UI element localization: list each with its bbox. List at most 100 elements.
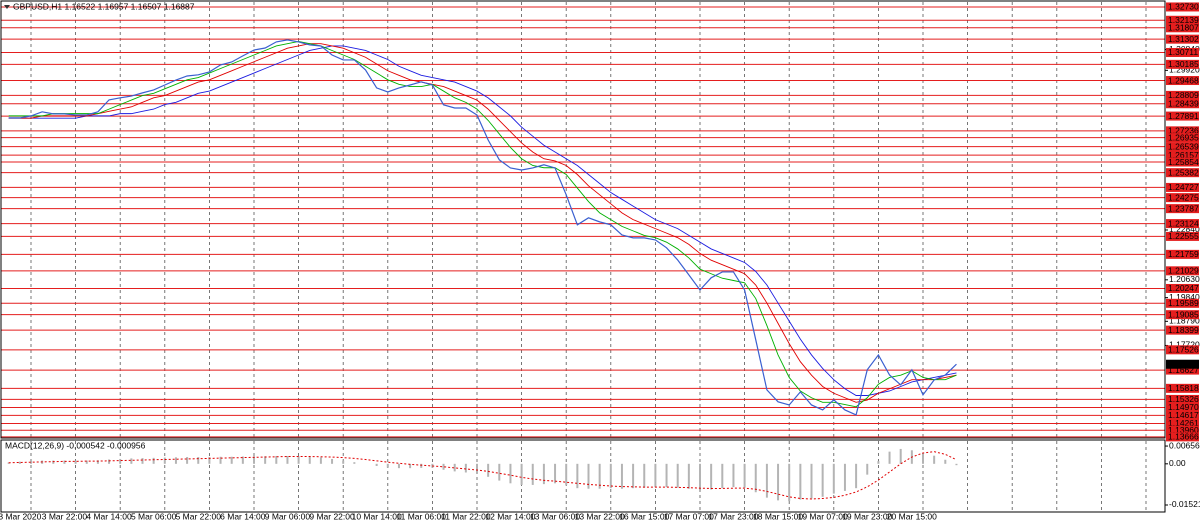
level-label: 1.21029 xyxy=(1168,266,1199,276)
level-tag xyxy=(1166,402,1199,412)
y-tick-label: -0.015213 xyxy=(1169,499,1200,509)
level-tag xyxy=(1166,126,1199,136)
level-tag xyxy=(1166,394,1199,404)
level-tag xyxy=(1166,15,1199,25)
x-tick-label: 12 Mar 14:00 xyxy=(485,511,535,521)
x-tick-label: 6 Mar 14:00 xyxy=(220,511,266,521)
level-label: 1.31302 xyxy=(1168,34,1199,44)
level-tag xyxy=(1166,283,1199,293)
x-tick-label: 11 Mar 06:00 xyxy=(397,511,447,521)
macd-signal xyxy=(8,451,957,500)
y-tick-label: 1.18790 xyxy=(1169,316,1200,326)
price-panel-border xyxy=(0,0,1166,439)
x-tick-label: 13 Mar 06:00 xyxy=(530,511,580,521)
level-label: 1.23124 xyxy=(1168,218,1199,228)
x-tick-label: 9 Mar 06:00 xyxy=(265,511,311,521)
series-line xyxy=(8,45,957,396)
level-tag xyxy=(1166,76,1199,86)
y-tick-label: 1.17720 xyxy=(1169,340,1200,350)
series-line xyxy=(8,41,957,408)
level-label: 1.32730 xyxy=(1168,2,1199,12)
level-tag xyxy=(1166,142,1199,152)
level-tag xyxy=(1166,204,1199,214)
level-label: 1.24727 xyxy=(1168,182,1199,192)
x-tick-label: 10 Mar 14:00 xyxy=(352,511,402,521)
x-tick-label: 18 Mar 15:00 xyxy=(753,511,803,521)
level-label: 1.17526 xyxy=(1168,345,1199,355)
series-line xyxy=(8,43,957,403)
level-tag xyxy=(1166,111,1199,121)
level-label: 1.26157 xyxy=(1168,150,1199,160)
level-tag xyxy=(1166,47,1199,57)
level-tag xyxy=(1166,365,1199,375)
level-label: 1.28809 xyxy=(1168,90,1199,100)
y-tick-label: 1.19840 xyxy=(1169,292,1200,302)
level-label: 1.22555 xyxy=(1168,231,1199,241)
x-tick-label: 19 Mar 07:00 xyxy=(798,511,848,521)
level-tag xyxy=(1166,298,1199,308)
level-tag xyxy=(1166,231,1199,241)
level-tag xyxy=(1166,2,1199,12)
level-tag xyxy=(1166,383,1199,393)
level-label: 1.15818 xyxy=(1168,383,1199,393)
level-tag xyxy=(1166,425,1199,435)
level-tag xyxy=(1166,266,1199,276)
level-label: 1.23787 xyxy=(1168,203,1199,213)
x-tick-label: 4 Mar 14:00 xyxy=(86,511,132,521)
level-label: 1.13666 xyxy=(1168,432,1199,442)
macd-panel-border xyxy=(0,439,1166,513)
y-tick-label: 1.20630 xyxy=(1169,274,1200,284)
level-tag xyxy=(1166,325,1199,335)
x-tick-label: 5 Mar 06:00 xyxy=(131,511,177,521)
x-tick-label: 9 Mar 22:00 xyxy=(309,511,355,521)
level-tag xyxy=(1166,59,1199,69)
level-label: 1.29468 xyxy=(1168,75,1199,85)
y-tick-label: 0.00 xyxy=(1169,458,1186,468)
level-label: 1.28439 xyxy=(1168,98,1199,108)
level-label: 1.24275 xyxy=(1168,192,1199,202)
level-label: 1.14261 xyxy=(1168,418,1199,428)
level-label: 1.15326 xyxy=(1168,394,1199,404)
level-tag xyxy=(1166,193,1199,203)
level-label: 1.19589 xyxy=(1168,298,1199,308)
level-label: 1.14970 xyxy=(1168,402,1199,412)
level-tag xyxy=(1166,182,1199,192)
x-tick-label: 17 Mar 07:00 xyxy=(664,511,714,521)
x-tick-label: 17 Mar 23:00 xyxy=(708,511,758,521)
level-tag xyxy=(1166,23,1199,33)
level-tag xyxy=(1166,34,1199,44)
level-tag xyxy=(1166,168,1199,178)
level-label: 1.32139 xyxy=(1168,15,1199,25)
x-tick-label: 5 Mar 22:00 xyxy=(176,511,222,521)
level-tag xyxy=(1166,249,1199,259)
level-label: 1.19085 xyxy=(1168,309,1199,319)
level-tag xyxy=(1166,310,1199,320)
level-label: 1.30185 xyxy=(1168,59,1199,69)
macd-title: MACD(12,26,9) -0.000542 -0.000956 xyxy=(5,440,146,450)
level-label: 1.27891 xyxy=(1168,111,1199,121)
menu-triangle[interactable] xyxy=(4,5,10,9)
level-label: 1.18399 xyxy=(1168,325,1199,335)
y-tick-label: 1.29920 xyxy=(1169,65,1200,75)
level-label: 1.27236 xyxy=(1168,126,1199,136)
x-tick-label: 11 Mar 22:00 xyxy=(441,511,491,521)
level-label: 1.16627 xyxy=(1168,365,1199,375)
level-label: 1.25382 xyxy=(1168,167,1199,177)
y-tick-label: 1.22840 xyxy=(1169,224,1200,234)
last-price-tag xyxy=(1166,359,1199,369)
level-label: 1.31807 xyxy=(1168,23,1199,33)
last-price-label: 1.16887 xyxy=(1168,359,1199,369)
level-tag xyxy=(1166,432,1199,442)
level-tag xyxy=(1166,157,1199,167)
x-tick-label: 16 Mar 15:00 xyxy=(619,511,669,521)
level-tag xyxy=(1166,410,1199,420)
symbol-title: GBPUSD,H1 1.16522 1.16957 1.16507 1.1688… xyxy=(13,1,195,11)
level-tag xyxy=(1166,90,1199,100)
level-label: 1.25854 xyxy=(1168,157,1199,167)
level-label: 1.20247 xyxy=(1168,283,1199,293)
x-tick-label: 3 Mar 2020 xyxy=(0,511,42,521)
x-tick-label: 3 Mar 22:00 xyxy=(42,511,88,521)
level-label: 1.26935 xyxy=(1168,132,1199,142)
